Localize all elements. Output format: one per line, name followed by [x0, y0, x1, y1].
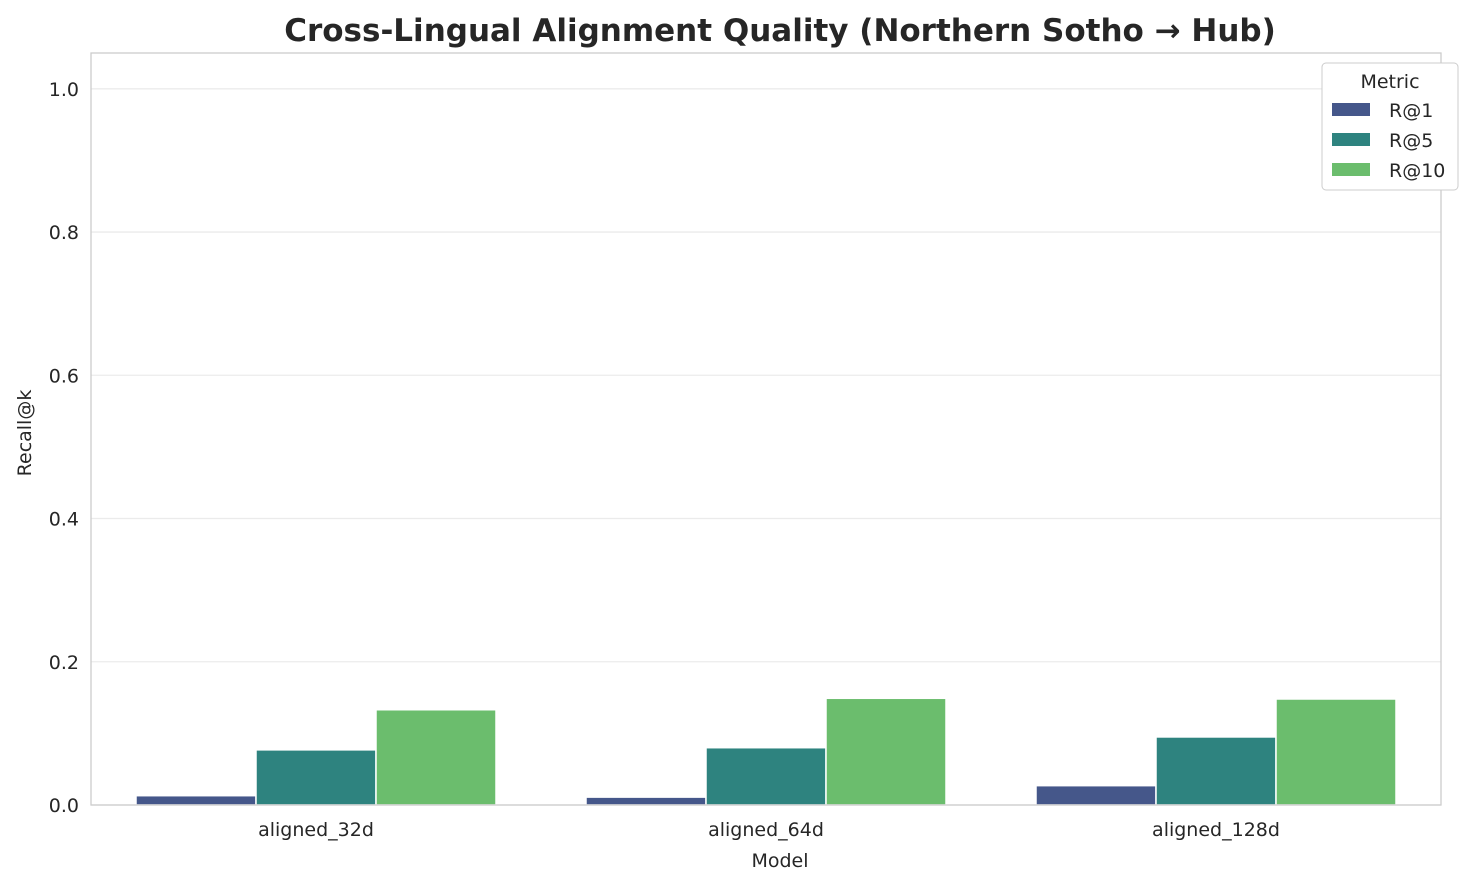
bar-R@5-aligned_128d [1155, 736, 1277, 806]
legend-title: Metric [1360, 71, 1419, 93]
bar-R@1-aligned_128d [1035, 784, 1157, 806]
legend-swatch [1332, 133, 1370, 146]
legend: Metric R@1 R@5 R@10 [1321, 62, 1459, 191]
bar-R@10-aligned_64d [825, 697, 947, 806]
y-tick-label: 0.4 [49, 509, 79, 531]
y-tick-label: 0.8 [49, 222, 79, 244]
legend-label: R@1 [1389, 100, 1433, 122]
legend-swatch [1332, 163, 1370, 176]
bar-R@5-aligned_64d [705, 746, 827, 806]
x-axis-label: Model [751, 850, 808, 872]
bar-R@5-aligned_32d [255, 749, 377, 806]
y-tick-label: 0.6 [49, 365, 79, 387]
bar-R@10-aligned_128d [1275, 698, 1397, 806]
y-axis-label: Recall@k [14, 390, 36, 477]
plot-frame [90, 52, 1442, 806]
chart-title: Cross-Lingual Alignment Quality (Norther… [284, 13, 1276, 49]
x-tick-label: aligned_128d [1152, 819, 1280, 841]
x-tick-label: aligned_32d [258, 819, 374, 841]
legend-label: R@10 [1389, 160, 1445, 182]
y-tick-label: 1.0 [49, 79, 79, 101]
legend-swatch [1332, 103, 1370, 116]
y-tick-label: 0.0 [49, 795, 79, 817]
legend-box [1321, 62, 1459, 191]
bar-R@1-aligned_64d [585, 796, 707, 806]
y-tick-label: 0.2 [49, 652, 79, 674]
legend-label: R@5 [1389, 130, 1433, 152]
x-tick-label: aligned_64d [708, 819, 824, 841]
bar-R@10-aligned_32d [375, 708, 497, 806]
bar-R@1-aligned_32d [135, 794, 257, 806]
